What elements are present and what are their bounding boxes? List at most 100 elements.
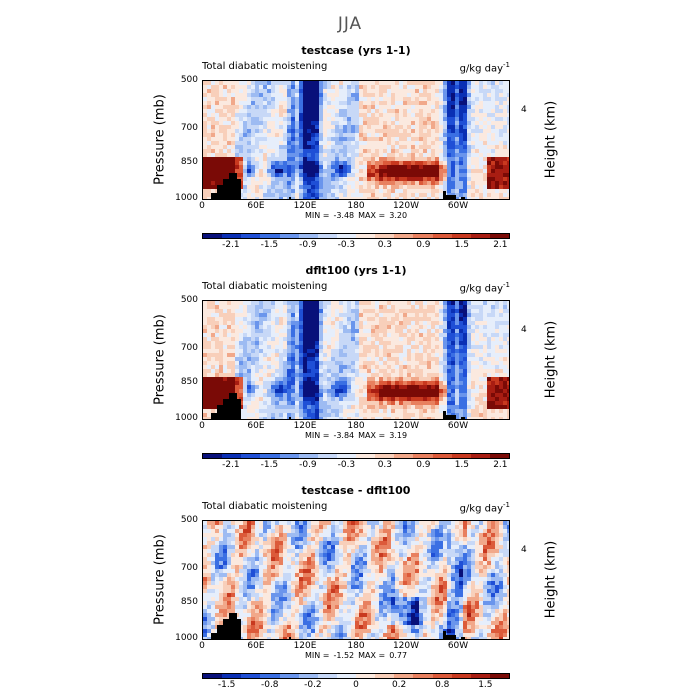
- heatmap-cell: [479, 385, 484, 390]
- heatmap-cell: [347, 133, 352, 138]
- heatmap-cell: [447, 317, 452, 322]
- heatmap-cell: [343, 101, 348, 106]
- heatmap-cell: [467, 341, 472, 346]
- heatmap-cell: [307, 413, 312, 418]
- heatmap-cell: [475, 97, 480, 102]
- heatmap-cell: [335, 185, 340, 190]
- heatmap-cell: [303, 401, 308, 406]
- heatmap-cell: [255, 385, 260, 390]
- heatmap-cell: [359, 177, 364, 182]
- heatmap-cell: [319, 193, 324, 198]
- heatmap-cell: [503, 133, 508, 138]
- heatmap-cell: [367, 97, 372, 102]
- heatmap-cell: [467, 309, 472, 314]
- heatmap-cell: [391, 405, 396, 410]
- heatmap-cell: [487, 305, 492, 310]
- heatmap-cell: [323, 185, 328, 190]
- heatmap-cell: [251, 193, 256, 198]
- heatmap-cell: [279, 341, 284, 346]
- heatmap-cell: [435, 337, 440, 342]
- x-tick-label: 180: [347, 421, 365, 431]
- heatmap-cell: [331, 93, 336, 98]
- heatmap-cell: [359, 373, 364, 378]
- heatmap-cell: [335, 409, 340, 414]
- heatmap-cell: [247, 121, 252, 126]
- heatmap-cell: [271, 325, 276, 330]
- heatmap-cell: [415, 113, 420, 118]
- heatmap-cell: [247, 373, 252, 378]
- heatmap-cell: [371, 333, 376, 338]
- heatmap-cell: [447, 105, 452, 110]
- heatmap-cell: [307, 417, 312, 419]
- heatmap-cell: [227, 337, 232, 342]
- heatmap-cell: [451, 97, 456, 102]
- x-tick-label: 60W: [447, 421, 469, 431]
- heatmap-cell: [507, 353, 509, 358]
- heatmap-cell: [215, 177, 220, 182]
- heatmap-cell: [327, 173, 332, 178]
- heatmap-cell: [299, 349, 304, 354]
- heatmap-cell: [211, 401, 216, 406]
- heatmap-cell: [287, 97, 292, 102]
- heatmap-cell: [327, 413, 332, 418]
- heatmap-cell: [455, 105, 460, 110]
- heatmap-cell: [399, 129, 404, 134]
- heatmap-cell: [491, 145, 496, 150]
- max-label: MAX =: [358, 431, 386, 440]
- heatmap-cell: [283, 321, 288, 326]
- heatmap-cell: [459, 349, 464, 354]
- heatmap-cell: [415, 169, 420, 174]
- heatmap-cell: [443, 161, 448, 166]
- heatmap-cell: [323, 401, 328, 406]
- heatmap-cell: [307, 393, 312, 398]
- heatmap-cell: [459, 301, 464, 306]
- heatmap-cell: [475, 369, 480, 374]
- heatmap-cell: [355, 317, 360, 322]
- heatmap-cell: [455, 309, 460, 314]
- heatmap-cell: [291, 337, 296, 342]
- heatmap-cell: [395, 321, 400, 326]
- heatmap-cell: [387, 357, 392, 362]
- heatmap-cell: [335, 365, 340, 370]
- heatmap-cell: [303, 93, 308, 98]
- heatmap-cell: [311, 529, 316, 534]
- heatmap-cell: [291, 85, 296, 90]
- heatmap-cell: [347, 81, 352, 86]
- heatmap-cell: [219, 389, 224, 394]
- heatmap-cell: [319, 137, 324, 142]
- heatmap-cell: [219, 361, 224, 366]
- heatmap-cell: [407, 333, 412, 338]
- heatmap-cell: [327, 377, 332, 382]
- heatmap-cell: [343, 105, 348, 110]
- heatmap-cell: [319, 393, 324, 398]
- heatmap-cell: [279, 305, 284, 310]
- heatmap-cell: [471, 161, 476, 166]
- heatmap-cell: [227, 101, 232, 106]
- heatmap-cell: [347, 337, 352, 342]
- heatmap-cell: [387, 393, 392, 398]
- heatmap-cell: [399, 197, 404, 199]
- heatmap-cell: [235, 361, 240, 366]
- heatmap-cell: [455, 413, 460, 418]
- heatmap-cell: [499, 169, 504, 174]
- heatmap-cell: [423, 409, 428, 414]
- heatmap-cell: [339, 525, 344, 530]
- heatmap-cell: [455, 89, 460, 94]
- heatmap-cell: [263, 377, 268, 382]
- heatmap-cell: [343, 313, 348, 318]
- heatmap-cell: [291, 325, 296, 330]
- colorbar-segment: [317, 454, 337, 458]
- heatmap-cell: [219, 373, 224, 378]
- heatmap-cell: [463, 93, 468, 98]
- heatmap-cell: [267, 389, 272, 394]
- heatmap-cell: [371, 369, 376, 374]
- heatmap-cell: [443, 393, 448, 398]
- heatmap-cell: [471, 301, 476, 306]
- heatmap-cell: [291, 185, 296, 190]
- heatmap-cell: [467, 149, 472, 154]
- heatmap-cell: [307, 325, 312, 330]
- heatmap-cell: [335, 413, 340, 418]
- heatmap-cell: [447, 165, 452, 170]
- heatmap-cell: [499, 101, 504, 106]
- heatmap-cell: [463, 381, 468, 386]
